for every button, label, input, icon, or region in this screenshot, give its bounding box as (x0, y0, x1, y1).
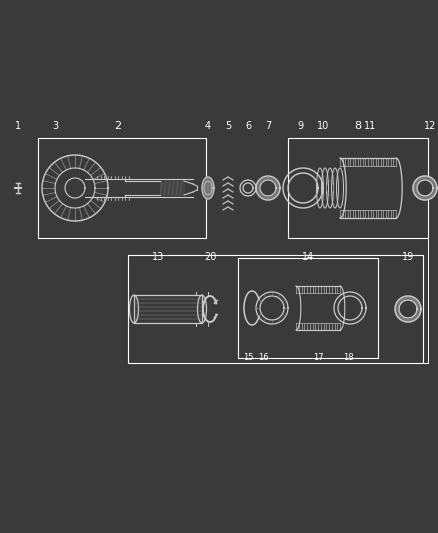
Text: 15: 15 (243, 353, 253, 362)
Text: 13: 13 (152, 252, 164, 262)
Text: 6: 6 (245, 121, 251, 131)
Text: 16: 16 (258, 353, 268, 362)
Bar (128, 255, 423, 363)
Bar (134, 295, 202, 323)
Text: 4: 4 (205, 121, 211, 131)
Text: 17: 17 (313, 353, 323, 362)
Bar (238, 258, 378, 358)
Text: 10: 10 (317, 121, 329, 131)
Polygon shape (395, 296, 421, 322)
Text: 18: 18 (343, 353, 353, 362)
Text: 7: 7 (265, 121, 271, 131)
Polygon shape (413, 176, 437, 200)
Text: 2: 2 (114, 121, 122, 131)
Text: 14: 14 (302, 252, 314, 262)
Bar (288, 138, 428, 238)
Polygon shape (399, 300, 417, 318)
Polygon shape (417, 180, 433, 196)
Bar (160, 181, 184, 195)
Text: 5: 5 (225, 121, 231, 131)
Polygon shape (260, 180, 276, 196)
Polygon shape (256, 176, 280, 200)
Ellipse shape (202, 177, 214, 199)
Text: 9: 9 (297, 121, 303, 131)
Text: 3: 3 (52, 121, 58, 131)
Text: 19: 19 (402, 252, 414, 262)
Text: 1: 1 (15, 121, 21, 131)
Bar (38, 138, 206, 238)
Text: 20: 20 (204, 252, 216, 262)
Text: 11: 11 (364, 121, 376, 131)
Text: 12: 12 (424, 121, 436, 131)
Text: 8: 8 (354, 121, 361, 131)
